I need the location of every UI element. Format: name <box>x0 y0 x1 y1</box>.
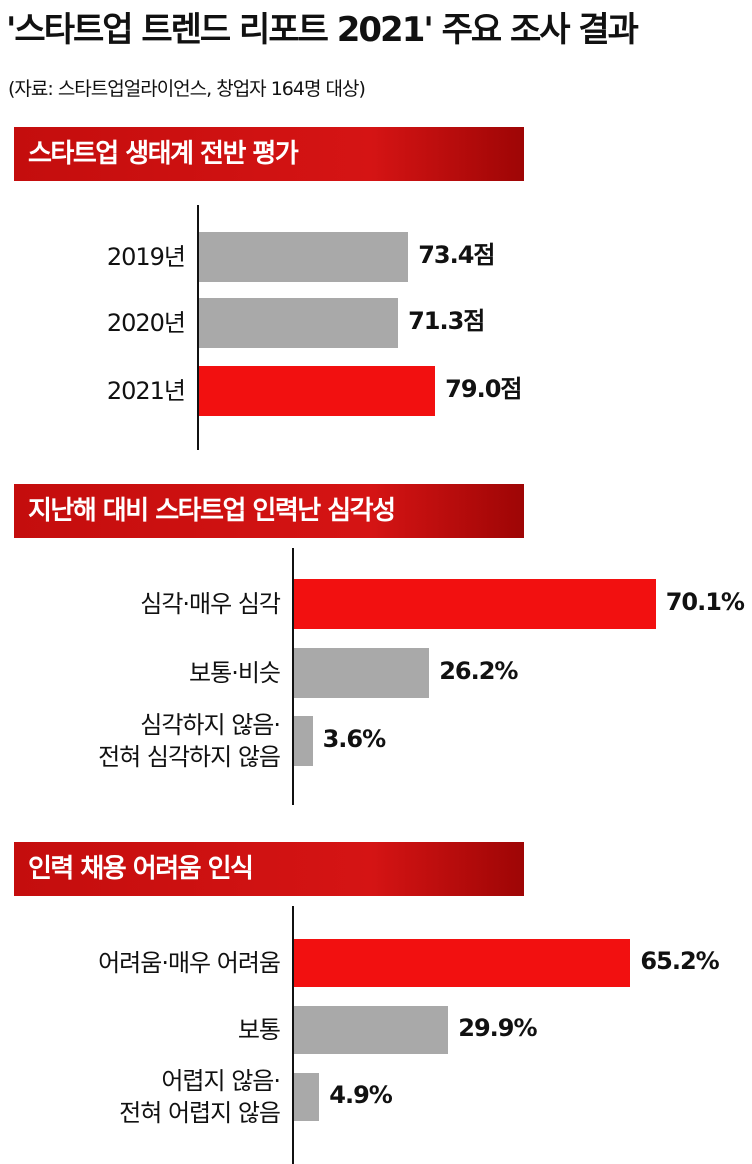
chart-2-value-label: 26.2% <box>439 657 518 685</box>
chart-3-bar <box>294 939 631 987</box>
chart-1-value-label: 79.0점 <box>445 375 522 403</box>
chart-3-banner: 인력 채용 어려움 인식 <box>14 842 524 896</box>
chart-1-category-label: 2019년 <box>106 243 186 271</box>
chart-3-value-label: 29.9% <box>458 1014 537 1042</box>
chart-3-bar <box>294 1006 449 1054</box>
chart-1-bar <box>199 232 409 282</box>
chart-2-category-label: 심각하지 않음· 전혀 심각하지 않음 <box>98 711 281 771</box>
chart-2-value-label: 70.1% <box>665 588 745 616</box>
chart-2-bar <box>294 579 656 629</box>
chart-1-axis <box>197 205 199 450</box>
chart-3-category-label: 어렵지 않음· 전혀 어렵지 않음 <box>119 1067 281 1127</box>
chart-3-bar <box>294 1073 320 1121</box>
chart-3-category-label: 어려움·매우 어려움 <box>98 949 281 977</box>
chart-3-category-label: 보통 <box>237 1016 281 1044</box>
chart-1-value-label: 71.3점 <box>408 307 485 335</box>
page-title: '스타트업 트렌드 리포트 2021' 주요 조사 결과 <box>6 10 639 50</box>
chart-3-axis <box>292 906 294 1164</box>
chart-2-banner: 지난해 대비 스타트업 인력난 심각성 <box>14 484 524 538</box>
chart-2-category-label: 보통·비슷 <box>189 659 281 687</box>
chart-1-category-label: 2021년 <box>106 377 186 405</box>
chart-3-value-label: 4.9% <box>329 1081 393 1109</box>
chart-2-axis <box>292 548 294 805</box>
chart-3-value-label: 65.2% <box>640 947 719 975</box>
chart-2-category-label: 심각·매우 심각 <box>140 590 281 618</box>
chart-2-bar <box>294 648 430 698</box>
chart-2-value-label: 3.6% <box>322 725 387 753</box>
chart-1-banner: 스타트업 생태계 전반 평가 <box>14 127 524 181</box>
chart-2-bar <box>294 716 313 766</box>
chart-1-bar <box>199 298 399 348</box>
source-note: (자료: 스타트업얼라이언스, 창업자 164명 대상) <box>8 78 366 100</box>
chart-1-value-label: 73.4점 <box>418 241 495 269</box>
chart-1-bar <box>199 366 436 416</box>
chart-1-category-label: 2020년 <box>106 309 186 337</box>
